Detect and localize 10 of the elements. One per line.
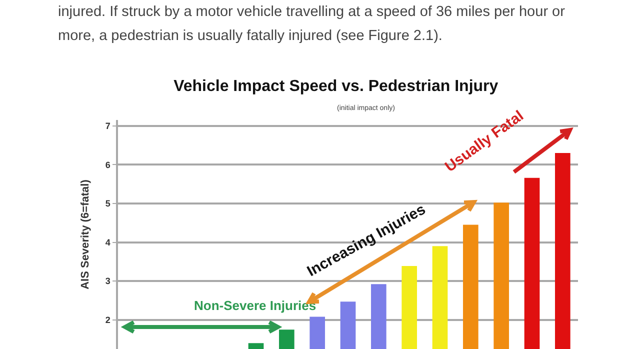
text: injured. If struck by a motor vehicle travelling at a speed of 36 miles per hour or more, a pedestrian is usually fatally injured (see Figure 2.1). [58, 3, 566, 46]
annotation: Non-Severe Injuries [194, 298, 316, 313]
y-tick-label: 4 [105, 237, 110, 248]
y-axis-title: AIS Severity (6=fatal) [80, 179, 92, 290]
y-tick-label: 5 [105, 198, 110, 209]
y-tick-label: 6 [105, 160, 110, 170]
y-tick-label: 7 [105, 120, 110, 131]
chart-title: Vehicle Impact Speed vs. Pedestrian Injury [174, 78, 498, 96]
y-tick-label: 2 [105, 315, 110, 326]
y-tick-label: 3 [105, 276, 110, 286]
